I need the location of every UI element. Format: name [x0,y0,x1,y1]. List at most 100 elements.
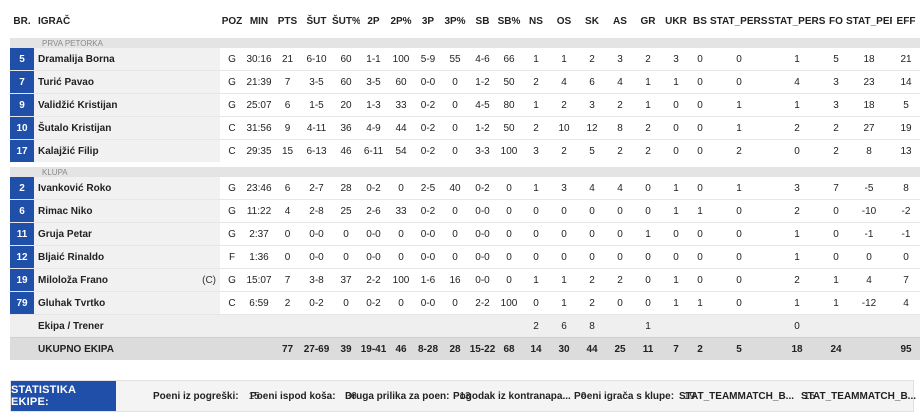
player-name[interactable]: Gluhak Tvrtko [38,297,106,309]
player-name[interactable]: Ivanković Roko [38,182,112,194]
stat-bs: 0 [690,245,710,269]
stat-sp1: 0 [710,48,768,71]
stat-ukr: 0 [662,245,690,269]
stat-sk: 3 [578,93,606,117]
player-name[interactable]: Kalajžić Filip [38,145,99,157]
total-p2: 19-41 [360,337,387,360]
col-sut-pct[interactable]: ŠUT% [332,15,360,27]
stat-sp2: 1 [768,48,826,71]
stat-sk: 0 [578,245,606,269]
col-3p-pct[interactable]: 3P% [444,15,466,27]
col-stat-pers-2[interactable]: STAT_PERS... [768,15,826,27]
stat-ns: 0 [522,222,550,246]
player-name-cell[interactable]: Ivanković Roko [34,177,220,200]
stat-p2_pct: 0 [387,177,415,200]
col-stat-pers-3[interactable]: STAT_PERS... [846,15,892,27]
stat-ns: 0 [522,291,550,315]
col-sb[interactable]: SB [475,15,490,27]
player-name-cell[interactable]: Dramalija Borna [34,48,220,71]
player-name-cell[interactable]: Kalajžić Filip [34,139,220,165]
stat-sut: 2-7 [301,177,332,200]
col-fo[interactable]: FO [829,15,843,27]
jersey-number: 7 [10,70,34,94]
player-name-cell[interactable]: Miloloža Frano (C) [34,268,220,292]
col-os[interactable]: OS [556,15,572,27]
col-eff[interactable]: EFF [896,15,916,27]
player-row[interactable]: 9 Validžić Kristijan G 25:07 6 1-5 20 1-3 33 0-2 0… [10,93,920,117]
player-row[interactable]: 2 Ivanković Roko G 23:46 6 2-7 28 0-2 0 2-5 40 0-2 0… [10,177,920,200]
total-label: UKUPNO EKIPA [34,337,220,360]
stat-poz: G [220,177,244,200]
stat-p3: 0-2 [415,139,441,165]
player-row[interactable]: 10 Šutalo Kristijan C 31:56 9 4-11 36 4-9 44 0-2 0… [10,116,920,140]
stat-sut: 3-5 [301,70,332,94]
col-ukr[interactable]: UKR [665,15,687,27]
stat-p2_pct: 0 [387,222,415,246]
player-name[interactable]: Rimac Niko [38,205,93,217]
stat-poz: C [220,291,244,315]
player-name[interactable]: Dramalija Borna [38,53,115,65]
player-name-cell[interactable]: Gruja Petar [34,222,220,246]
col-stat-pers-1[interactable]: STAT_PERSON... [710,15,768,27]
player-name[interactable]: Bljaić Rinaldo [38,251,105,263]
col-igrac[interactable]: IGRAČ [38,15,71,27]
stat-fo: 1 [826,268,846,292]
stat-gr: 1 [634,314,662,338]
col-bs[interactable]: BS [693,15,707,27]
stat-min: 25:07 [244,93,274,117]
stat-p3: 5-9 [415,48,441,71]
col-2p[interactable]: 2P [367,15,380,27]
col-sk[interactable]: SK [585,15,599,27]
col-gr[interactable]: GR [640,15,656,27]
total-sut: 27-69 [301,337,332,360]
col-poz[interactable]: POZ [221,15,243,27]
stat-pts: 9 [274,116,301,140]
player-name-cell[interactable]: Bljaić Rinaldo [34,245,220,269]
player-row[interactable]: 11 Gruja Petar G 2:37 0 0-0 0 0-0 0 0-0 0 0-0 0 0 0 0 0 1… [10,222,920,246]
stat-pts: 4 [274,199,301,223]
total-bs: 2 [690,337,710,360]
player-row[interactable]: 7 Turić Pavao G 21:39 7 3-5 60 3-5 60 0-0 0 1-2 50 2 4… [10,70,920,94]
col-pts[interactable]: PTS [277,15,298,27]
stat-sp2: 1 [768,93,826,117]
player-name-cell[interactable]: Šutalo Kristijan [34,116,220,140]
stat-fo: 0 [826,222,846,246]
col-ns[interactable]: NS [529,15,543,27]
player-name[interactable]: Miloloža Frano [38,274,108,286]
player-name-cell[interactable]: Turić Pavao [34,70,220,94]
stat-sp2: 0 [768,314,826,338]
player-row[interactable]: 5 Dramalija Borna G 30:16 21 6-10 60 1-1 100 5-9 5… [10,48,920,71]
team-stat-label: Druga prilika za poen: [345,390,450,402]
player-name[interactable]: Turić Pavao [38,76,94,88]
stat-bs: 0 [690,177,710,200]
col-3p[interactable]: 3P [421,15,435,27]
stat-eff: 8 [892,177,920,200]
jersey-number: 19 [10,268,34,292]
player-row[interactable]: 19 Miloloža Frano (C) G 15:07 7 3-8 37 2-2 100 1-6… [10,268,920,292]
stat-bs: 0 [690,116,710,140]
col-min[interactable]: MIN [249,15,269,27]
player-name[interactable]: Validžić Kristijan [38,99,118,111]
player-name[interactable]: Šutalo Kristijan [38,122,112,134]
stat-sk: 8 [578,314,606,338]
player-name-cell[interactable]: Rimac Niko [34,199,220,223]
player-name-cell[interactable]: Gluhak Tvrtko [34,291,220,315]
col-as[interactable]: AS [613,15,627,27]
stat-ukr: 1 [662,177,690,200]
stat-sb_pct: 50 [496,70,522,94]
player-row[interactable]: 79 Gluhak Tvrtko C 6:59 2 0-2 0 0-2 0 0-0 0 2-2 100 0… [10,291,920,315]
stat-pts: 2 [274,291,301,315]
col-2p-pct[interactable]: 2P% [390,15,412,27]
col-sb-pct[interactable]: SB% [497,15,521,27]
player-row[interactable]: 17 Kalajžić Filip C 29:35 15 6-13 46 6-11 54 0-2 0… [10,139,920,165]
player-row[interactable]: 6 Rimac Niko G 11:22 4 2-8 25 2-6 33 0-2 0 0-0 0 0 0 0 0… [10,199,920,223]
player-row[interactable]: 12 Bljaić Rinaldo F 1:36 0 0-0 0 0-0 0 0-0 0 0-0 0 0 0… [10,245,920,269]
stat-p2: 2-2 [360,268,387,292]
col-br[interactable]: BR. [13,15,31,27]
player-name-cell[interactable]: Validžić Kristijan [34,93,220,117]
col-sut[interactable]: ŠUT [306,15,327,27]
stat-os: 4 [550,70,578,94]
stat-gr: 0 [634,291,662,315]
player-name[interactable]: Gruja Petar [38,228,92,240]
